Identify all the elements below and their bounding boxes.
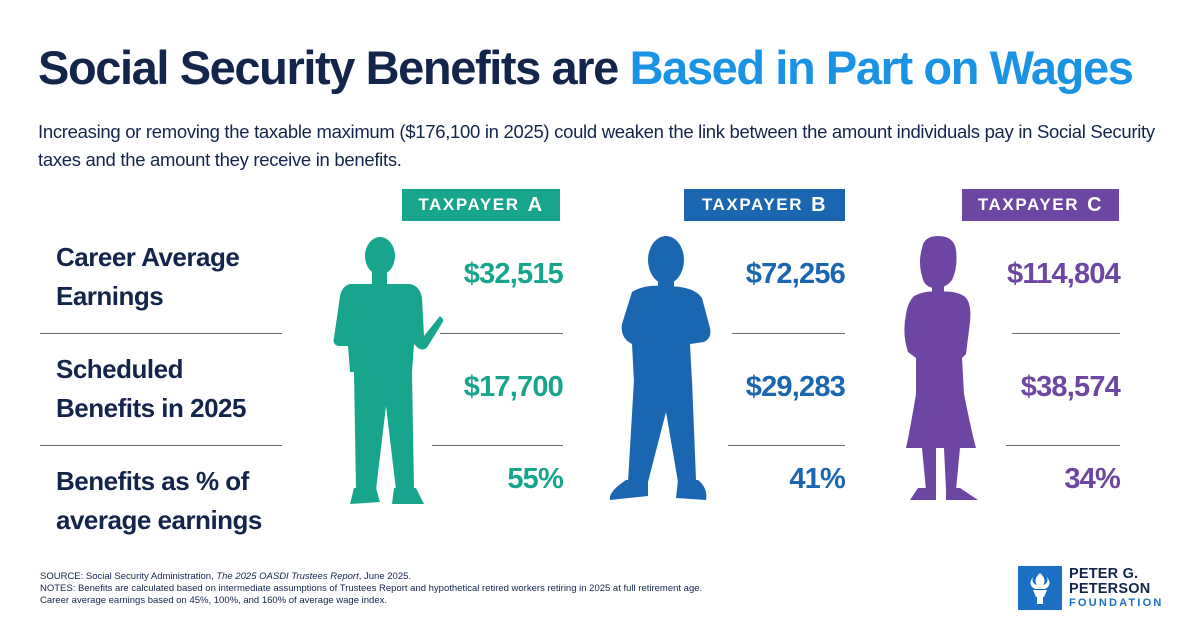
logo-line: FOUNDATION [1069,596,1164,609]
peterson-foundation-logo: PETER G. PETERSON FOUNDATION [1018,566,1164,610]
row-divider [40,333,282,334]
source-suffix: , June 2025. [358,571,412,582]
value-b-benefits-percent: 41% [789,463,845,495]
source-line: SOURCE: Social Security Administration, … [40,571,702,583]
logo-line: PETERSON [1069,580,1151,597]
row-label-line: Earnings [56,281,164,311]
row-label-benefits-percent: Benefits as % of average earnings [56,462,262,540]
row-label-scheduled-benefits: Scheduled Benefits in 2025 [56,350,246,428]
row-label-line: Scheduled [56,354,183,384]
row-label-line: Benefits in 2025 [56,393,246,423]
value-a-career-earnings: $32,515 [463,258,564,290]
person-silhouette-b-icon [609,236,711,500]
source-prefix: SOURCE: Social Security Administration, [40,571,217,582]
badge-taxpayer-b: TAXPAYER B [684,189,845,221]
footnotes: SOURCE: Social Security Administration, … [40,571,702,607]
badge-taxpayer-c: TAXPAYER C [962,189,1119,221]
badge-text: TAXPAYER [701,195,804,214]
page-title: Social Security Benefits are Based in Pa… [38,40,1134,95]
badge-text: TAXPAYER [418,195,520,214]
value-b-career-earnings: $72,256 [745,258,846,290]
notes-line: Career average earnings based on 45%, 10… [40,595,387,606]
col-divider [1012,333,1120,334]
notes-line: NOTES: Benefits are calculated based on … [40,583,703,594]
value-a-scheduled-benefits: $17,700 [463,371,564,403]
col-divider [1006,445,1120,446]
badge-letter: C [1087,193,1104,216]
col-divider [432,445,563,446]
row-divider [40,445,282,446]
row-label-line: Career Average [56,242,240,272]
title-main: Social Security Benefits are [38,41,619,94]
col-divider [440,333,563,334]
col-divider [732,333,845,334]
col-divider [728,445,845,446]
value-b-scheduled-benefits: $29,283 [745,371,846,403]
value-c-benefits-percent: 34% [1064,463,1120,495]
value-c-scheduled-benefits: $38,574 [1020,371,1121,403]
row-label-line: average earnings [56,505,262,535]
title-accent: Based in Part on Wages [629,41,1134,94]
badge-taxpayer-a: TAXPAYER A [402,189,560,221]
person-silhouette-a-icon [333,237,443,504]
source-title: The 2025 OASDI Trustees Report [216,571,359,582]
logo-line: PETER G. [1069,565,1139,582]
value-a-benefits-percent: 55% [507,463,563,495]
badge-letter: A [527,193,544,216]
row-label-career-earnings: Career Average Earnings [56,238,240,316]
torch-icon [1018,566,1062,610]
row-label-line: Benefits as % of [56,466,249,496]
value-c-career-earnings: $114,804 [1007,258,1121,290]
subtitle: Increasing or removing the taxable maxim… [38,121,1155,170]
badge-letter: B [811,193,828,216]
person-silhouette-c-icon [904,236,978,500]
badge-text: TAXPAYER [977,195,1080,214]
